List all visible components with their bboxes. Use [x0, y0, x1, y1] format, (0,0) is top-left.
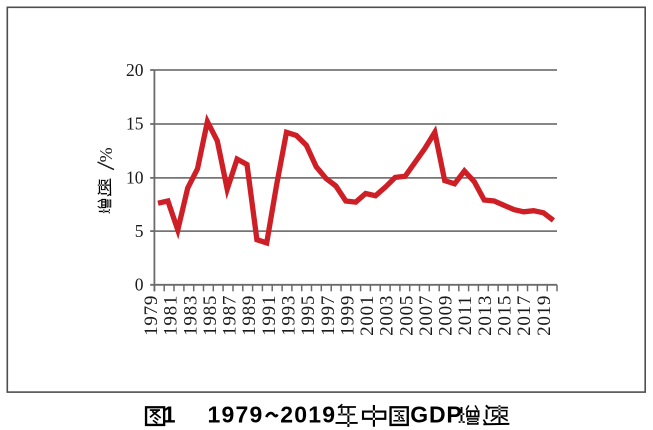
svg-text:GDP: GDP: [410, 402, 462, 428]
svg-text:1985: 1985: [200, 295, 221, 336]
svg-text:1979: 1979: [141, 295, 162, 336]
svg-text:2015: 2015: [495, 295, 516, 336]
svg-text:2007: 2007: [416, 295, 437, 336]
svg-text:1987: 1987: [220, 295, 241, 336]
svg-text:1993: 1993: [279, 295, 300, 336]
svg-text:2011: 2011: [455, 295, 476, 335]
svg-text:1981: 1981: [161, 295, 182, 336]
svg-text:10: 10: [126, 167, 144, 187]
svg-text:20: 20: [126, 60, 144, 80]
svg-text:1: 1: [163, 402, 176, 428]
svg-text:1983: 1983: [180, 295, 201, 336]
svg-text:1997: 1997: [318, 295, 339, 336]
svg-text:1979: 1979: [208, 402, 264, 428]
svg-text:2013: 2013: [475, 295, 496, 336]
svg-text:2017: 2017: [514, 295, 535, 336]
svg-text:1995: 1995: [298, 295, 319, 336]
svg-text:1989: 1989: [239, 295, 260, 336]
svg-text:%: %: [96, 147, 116, 162]
svg-text:2003: 2003: [377, 295, 398, 336]
svg-text:2009: 2009: [436, 295, 457, 336]
svg-text:5: 5: [135, 221, 144, 241]
svg-text:1999: 1999: [337, 295, 358, 336]
svg-text:2019: 2019: [534, 295, 555, 336]
svg-text:2019: 2019: [280, 402, 336, 428]
svg-text:2001: 2001: [357, 295, 378, 336]
svg-text:2005: 2005: [396, 295, 417, 336]
svg-text:0: 0: [135, 275, 144, 295]
svg-text:15: 15: [126, 114, 144, 134]
svg-text:1991: 1991: [259, 295, 280, 336]
